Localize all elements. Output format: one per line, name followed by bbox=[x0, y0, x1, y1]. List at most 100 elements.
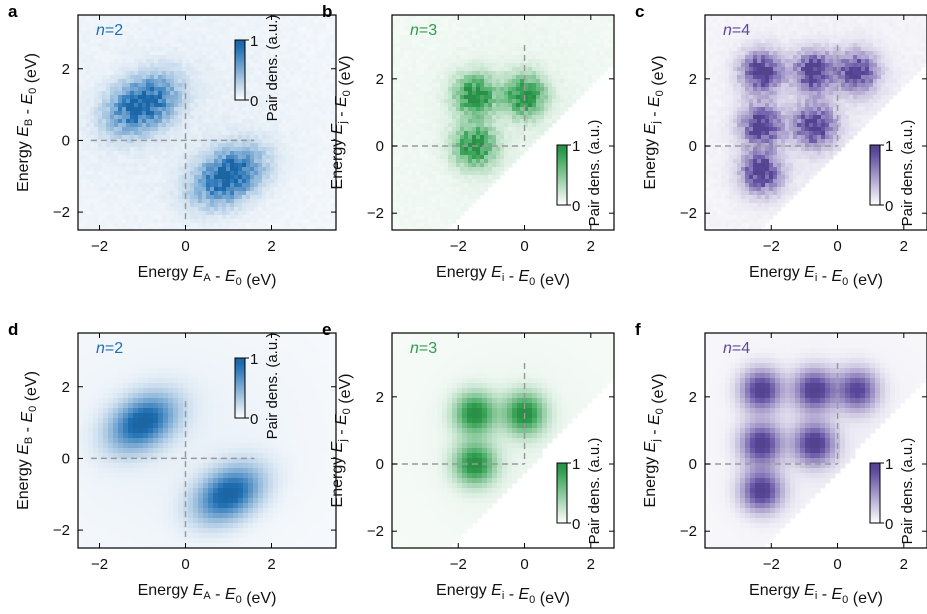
axes-frame bbox=[704, 14, 927, 231]
x-tick-label: 0 bbox=[520, 556, 528, 573]
panel-a: −2 0 2 −2 0 2 Energy EA - E0 (eV) Energy EB - E… bbox=[8, 2, 337, 289]
x-tick-label: 2 bbox=[587, 556, 595, 573]
y-axis-label: Energy EB - E0 (eV) bbox=[15, 371, 40, 510]
y-tick-label: 0 bbox=[689, 138, 697, 155]
y-axis-label: Energy Ej - E0 (eV) bbox=[329, 56, 354, 190]
axes-frame bbox=[77, 14, 337, 231]
colorbar bbox=[556, 144, 568, 206]
x-tick-label: 0 bbox=[833, 238, 841, 255]
colorbar-max-label: 1 bbox=[250, 33, 258, 50]
n-label: n=3 bbox=[410, 22, 437, 39]
n-label: n=4 bbox=[723, 340, 750, 357]
colorbar-label: Pair dens. (a.u.) bbox=[264, 333, 281, 440]
x-axis-label: Energy EA - E0 (eV) bbox=[138, 264, 277, 289]
x-tick-label: 2 bbox=[900, 238, 908, 255]
x-axis-label: Energy Ei - E0 (eV) bbox=[749, 582, 883, 607]
y-tick-label: −2 bbox=[53, 522, 70, 539]
colorbar-label: Pair dens. (a.u.) bbox=[586, 438, 603, 545]
n-label: n=2 bbox=[96, 340, 123, 357]
panel-letter: d bbox=[8, 320, 18, 339]
axes-frame bbox=[391, 332, 615, 549]
heatmap bbox=[78, 15, 336, 230]
y-tick-label: 0 bbox=[62, 450, 70, 467]
x-tick-label: 0 bbox=[833, 556, 841, 573]
colorbar bbox=[234, 39, 246, 101]
panel-c: −2 0 2 −2 0 2 Energy Ei - E0 (eV) Energy Ej - E… bbox=[635, 2, 927, 289]
y-tick-label: 2 bbox=[689, 389, 697, 406]
colorbar-max-label: 1 bbox=[885, 138, 893, 155]
panel-d: −2 0 2 −2 0 2 Energy EA - E0 (eV) Energy EB - E… bbox=[8, 320, 337, 607]
colorbar-max-label: 1 bbox=[250, 351, 258, 368]
y-axis-label: Energy Ej - E0 (eV) bbox=[642, 374, 667, 508]
y-tick-label: −2 bbox=[367, 205, 384, 222]
y-tick-label: 0 bbox=[376, 138, 384, 155]
y-tick-label: 0 bbox=[689, 456, 697, 473]
x-tick-label: −2 bbox=[763, 238, 780, 255]
y-tick-label: 0 bbox=[376, 456, 384, 473]
x-tick-label: −2 bbox=[763, 556, 780, 573]
colorbar-label: Pair dens. (a.u.) bbox=[899, 120, 916, 227]
colorbar-label: Pair dens. (a.u.) bbox=[586, 120, 603, 227]
colorbar bbox=[869, 144, 881, 206]
x-tick-label: −2 bbox=[450, 238, 467, 255]
y-tick-label: −2 bbox=[53, 204, 70, 221]
x-tick-label: 0 bbox=[181, 556, 189, 573]
axes-frame bbox=[391, 14, 615, 231]
axes-frame bbox=[77, 332, 337, 549]
y-tick-label: −2 bbox=[367, 523, 384, 540]
x-tick-label: 2 bbox=[267, 238, 275, 255]
heatmap bbox=[705, 15, 927, 230]
x-axis-label: Energy Ei - E0 (eV) bbox=[749, 264, 883, 289]
x-axis-label: Energy Ei - E0 (eV) bbox=[436, 582, 570, 607]
colorbar bbox=[556, 462, 568, 524]
heatmap bbox=[392, 15, 614, 230]
colorbar-min-label: 0 bbox=[572, 198, 580, 215]
panel-f: −2 0 2 −2 0 2 Energy Ei - E0 (eV) Energy Ej - E… bbox=[635, 320, 927, 607]
colorbar-min-label: 0 bbox=[885, 516, 893, 533]
panel-e: −2 0 2 −2 0 2 Energy Ei - E0 (eV) Energy Ej - E… bbox=[322, 320, 615, 607]
colorbar-max-label: 1 bbox=[885, 456, 893, 473]
heatmap bbox=[705, 333, 927, 548]
panel-letter: c bbox=[635, 2, 644, 21]
heatmap bbox=[78, 333, 336, 548]
colorbar-min-label: 0 bbox=[572, 516, 580, 533]
colorbar bbox=[869, 462, 881, 524]
panel-letter: f bbox=[635, 320, 641, 339]
panel-letter: b bbox=[322, 2, 332, 21]
heatmap bbox=[392, 333, 614, 548]
colorbar-min-label: 0 bbox=[885, 198, 893, 215]
y-tick-label: 2 bbox=[376, 389, 384, 406]
colorbar-min-label: 0 bbox=[250, 411, 258, 428]
y-tick-label: 0 bbox=[62, 132, 70, 149]
y-axis-label: Energy Ej - E0 (eV) bbox=[329, 374, 354, 508]
y-tick-label: 2 bbox=[62, 379, 70, 396]
y-axis-label: Energy Ej - E0 (eV) bbox=[642, 56, 667, 190]
panel-letter: a bbox=[8, 2, 18, 21]
axes-frame bbox=[704, 332, 927, 549]
x-tick-label: 2 bbox=[587, 238, 595, 255]
y-tick-label: 2 bbox=[62, 61, 70, 78]
y-axis-label: Energy EB - E0 (eV) bbox=[15, 53, 40, 192]
n-label: n=2 bbox=[96, 22, 123, 39]
x-axis-label: Energy Ei - E0 (eV) bbox=[436, 264, 570, 289]
colorbar-label: Pair dens. (a.u.) bbox=[264, 15, 281, 122]
y-tick-label: 2 bbox=[376, 71, 384, 88]
x-tick-label: −2 bbox=[91, 556, 108, 573]
colorbar-min-label: 0 bbox=[250, 93, 258, 110]
colorbar-max-label: 1 bbox=[572, 456, 580, 473]
x-tick-label: −2 bbox=[450, 556, 467, 573]
x-tick-label: 2 bbox=[900, 556, 908, 573]
panel-letter: e bbox=[322, 320, 331, 339]
x-axis-label: Energy EA - E0 (eV) bbox=[138, 582, 277, 607]
x-tick-label: 2 bbox=[267, 556, 275, 573]
colorbar-max-label: 1 bbox=[572, 138, 580, 155]
y-tick-label: 2 bbox=[689, 71, 697, 88]
x-tick-label: 0 bbox=[181, 238, 189, 255]
x-tick-label: −2 bbox=[91, 238, 108, 255]
y-tick-label: −2 bbox=[680, 205, 697, 222]
x-tick-label: 0 bbox=[520, 238, 528, 255]
y-tick-label: −2 bbox=[680, 523, 697, 540]
colorbar-label: Pair dens. (a.u.) bbox=[899, 438, 916, 545]
panel-b: −2 0 2 −2 0 2 Energy Ei - E0 (eV) Energy Ej - E… bbox=[322, 2, 615, 289]
